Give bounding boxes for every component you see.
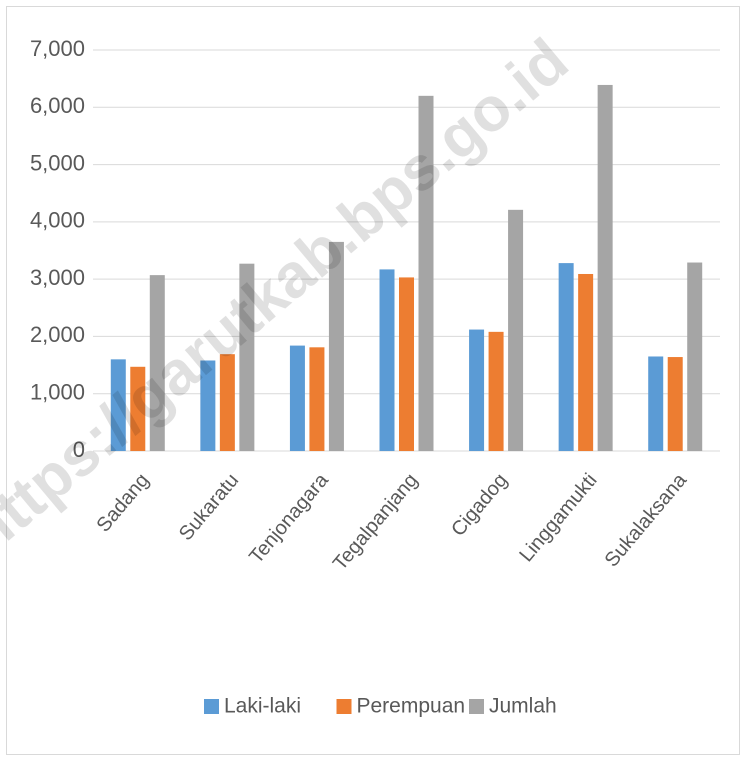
y-tick-label: 2,000 [30,322,85,347]
bar [667,357,683,451]
legend-swatch [204,699,219,714]
bar [508,209,524,451]
bar [328,241,344,451]
legend-swatch [469,699,484,714]
bar [687,262,703,451]
bar [418,95,434,451]
bar [578,273,594,451]
legend-label: Laki-laki [224,695,301,718]
chart-border [6,6,740,755]
bar [648,356,664,451]
bar [110,359,126,451]
legend-swatch [336,699,352,714]
bar [558,263,574,451]
bar [130,366,146,451]
bar [289,345,305,451]
y-tick-label: 1,000 [30,380,85,405]
y-tick-label: 6,000 [30,93,85,118]
y-tick-label: 3,000 [30,265,85,290]
bar [488,331,504,451]
bar [219,354,235,451]
y-tick-label: 4,000 [30,208,85,233]
bar [469,329,485,451]
bar [379,269,395,451]
bar [200,360,216,451]
y-tick-label: 5,000 [30,150,85,175]
legend-label: Perempuan [357,695,466,718]
y-tick-label: 7,000 [30,36,85,61]
bar [399,277,414,451]
bar [309,347,325,451]
bar [239,263,255,451]
legend-label: Jumlah [489,695,557,718]
bar [149,275,165,451]
bar [597,84,613,452]
y-tick-label: 0 [73,437,85,462]
